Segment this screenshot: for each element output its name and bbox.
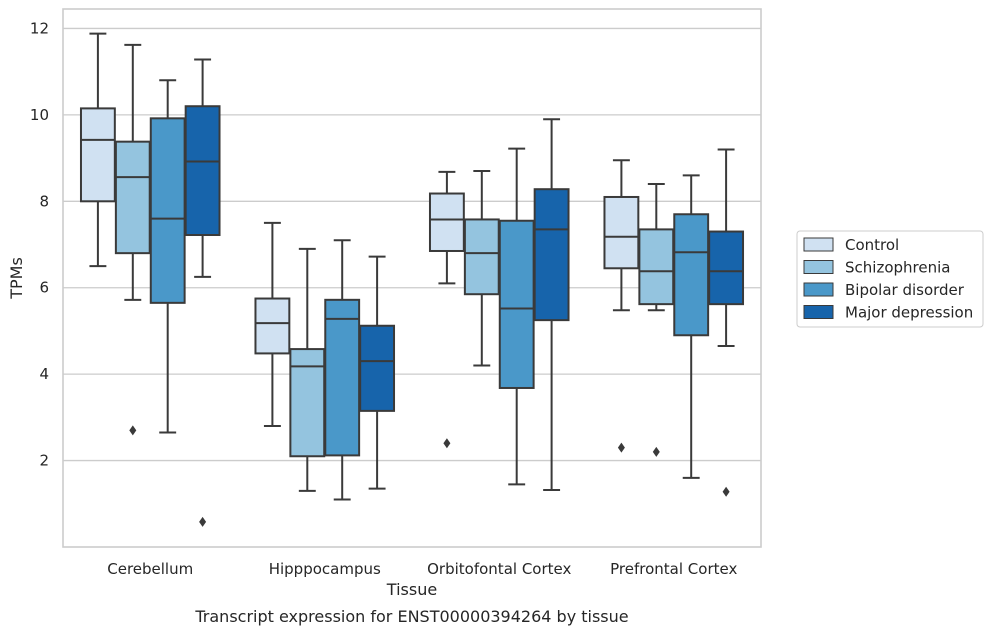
box-iqr (289, 348, 326, 458)
box-iqr (324, 298, 361, 457)
box (638, 183, 675, 457)
box (289, 247, 326, 492)
box-iqr (463, 218, 500, 296)
box (428, 170, 465, 449)
legend-label: Bipolar disorder (845, 281, 965, 299)
box-group (254, 221, 396, 501)
plot-frame (62, 8, 762, 548)
box (673, 174, 710, 479)
box (463, 170, 500, 367)
y-tick-label: 2 (39, 452, 49, 470)
outlier-point (199, 516, 207, 527)
box-iqr (428, 192, 465, 252)
legend-label: Control (845, 236, 899, 254)
legend-entry: Major depression (803, 304, 973, 322)
legend-frame (796, 230, 984, 328)
box-groups (79, 32, 745, 527)
x-tick-label: Orbitofontal Cortex (427, 560, 571, 578)
legend-entry: Control (803, 236, 899, 254)
box-iqr (533, 188, 570, 322)
y-tick-label: 6 (39, 279, 49, 297)
y-tick-label: 8 (39, 192, 49, 210)
box-iqr (673, 213, 710, 337)
box (254, 221, 291, 428)
box-iqr (114, 140, 151, 255)
legend-entry: Schizophrenia (803, 259, 950, 277)
outlier-point (617, 442, 625, 453)
outlier-point (722, 486, 730, 497)
box-group (428, 118, 570, 491)
chart-caption: Transcript expression for ENST0000039426… (194, 607, 628, 626)
y-tick-label: 4 (39, 365, 49, 383)
box (324, 239, 361, 501)
box (149, 79, 186, 434)
outlier-point (129, 425, 137, 436)
legend: Control Schizophrenia Bipolar disorder Majo… (796, 230, 984, 328)
y-tick-label: 10 (30, 106, 49, 124)
legend-label: Schizophrenia (845, 259, 950, 277)
y-axis-ticks: 2 4 6 8 10 12 (30, 19, 49, 469)
legend-swatch (803, 305, 834, 319)
box (114, 43, 151, 436)
x-axis-ticks: Cerebellum Hipppocampus Orbitofontal Corte… (107, 560, 737, 578)
box (708, 148, 745, 497)
box-iqr (603, 195, 640, 270)
box (603, 159, 640, 453)
legend-entry: Bipolar disorder (803, 281, 965, 299)
box-iqr (359, 324, 396, 412)
box (359, 255, 396, 490)
box (533, 118, 570, 491)
box-iqr (254, 297, 291, 355)
box-iqr (79, 107, 116, 203)
outlier-point (652, 446, 660, 457)
x-tick-label: Cerebellum (107, 560, 193, 578)
outlier-point (443, 438, 451, 449)
x-tick-label: Prefrontal Cortex (610, 560, 737, 578)
box-group (79, 32, 221, 527)
legend-swatch (803, 260, 834, 274)
box-iqr (149, 117, 186, 304)
box-iqr (184, 105, 221, 237)
box-group (603, 148, 745, 497)
box (184, 58, 221, 527)
box (79, 32, 116, 268)
y-axis-label: TPMs (7, 257, 26, 300)
y-tick-label: 12 (30, 19, 49, 37)
box-iqr (708, 230, 745, 306)
x-tick-label: Hipppocampus (269, 560, 381, 578)
legend-swatch (803, 282, 834, 297)
box (498, 147, 535, 486)
x-axis-label: Tissue (386, 580, 437, 599)
box-iqr (638, 228, 675, 306)
legend-label: Major depression (845, 304, 973, 322)
legend-entries: Control Schizophrenia Bipolar disorder Majo… (803, 236, 973, 322)
legend-swatch (803, 237, 834, 252)
box-iqr (498, 219, 535, 389)
